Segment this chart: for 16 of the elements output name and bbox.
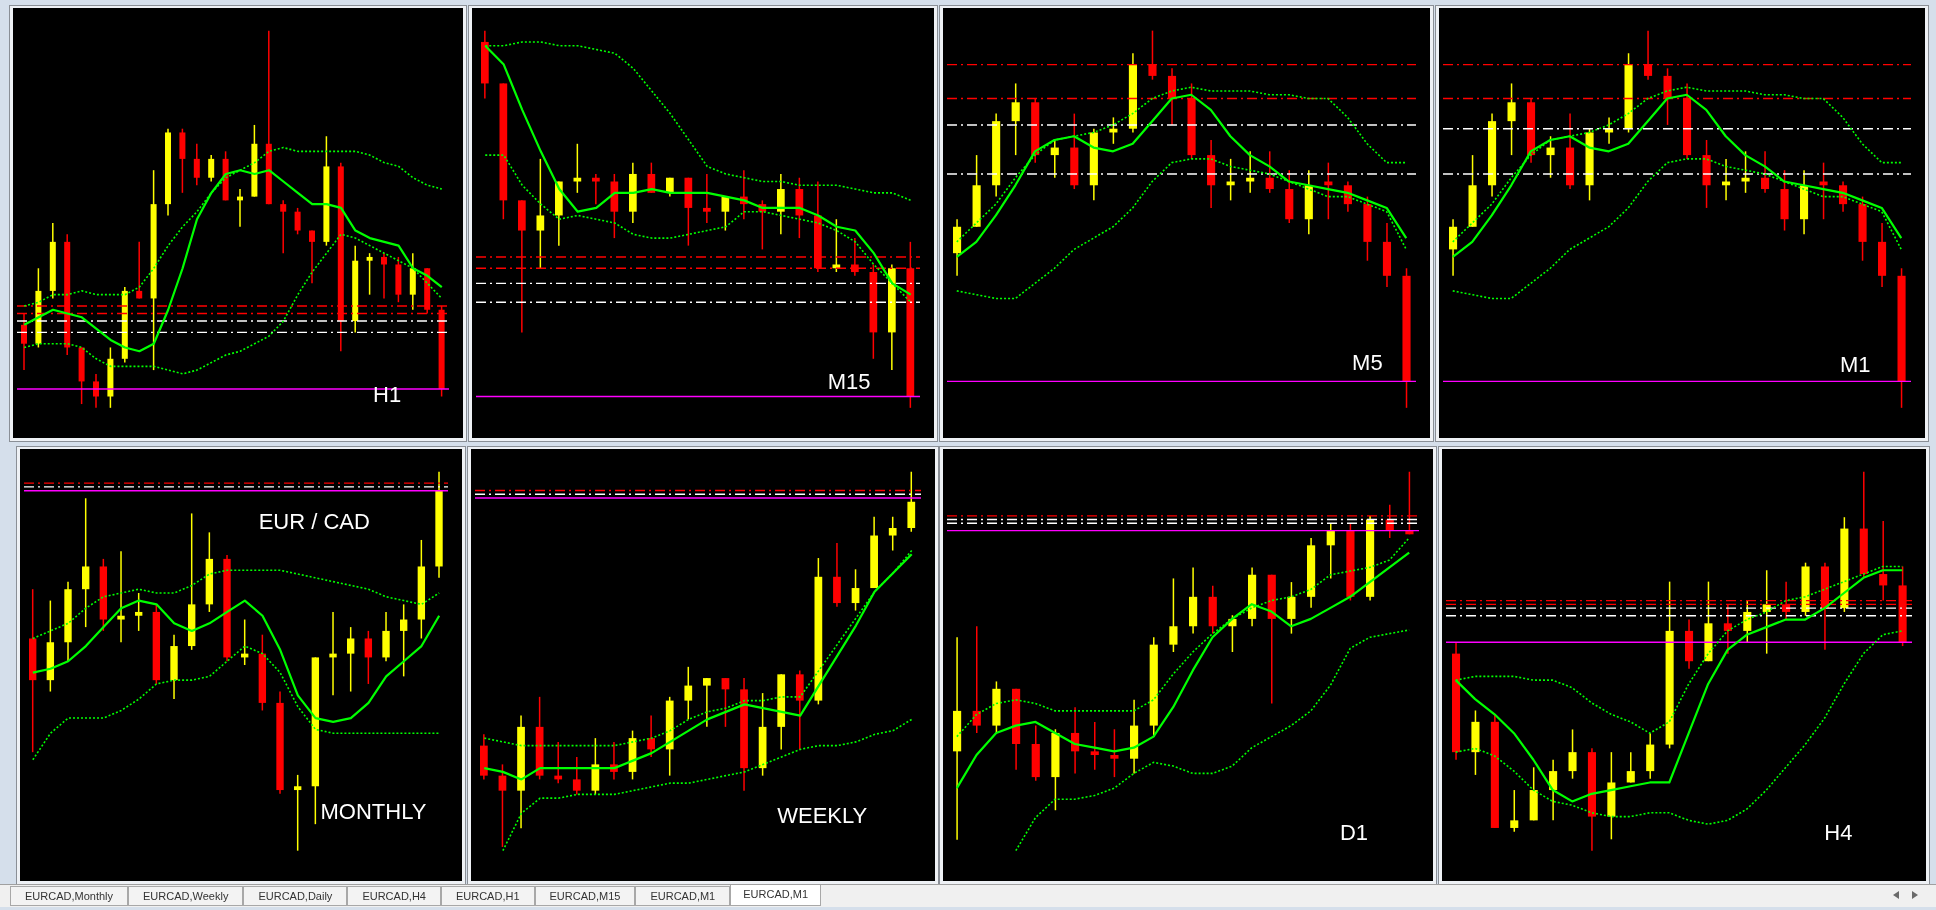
- text: D1: [1339, 820, 1369, 847]
- text: EURCAD,H4: [347, 886, 441, 906]
- text: M5: [1352, 349, 1383, 376]
- text: EURCAD,Daily: [243, 886, 348, 906]
- text: EURCAD,M1: [635, 886, 731, 906]
- text: MONTHLY: [320, 798, 427, 825]
- text: EURCAD,H1: [440, 886, 535, 906]
- text: WEEKLY: [777, 803, 868, 830]
- text: M15: [827, 369, 871, 396]
- text: H4: [1824, 820, 1853, 847]
- text: EURCAD,Weekly: [128, 886, 244, 906]
- text: EURCAD,Monthly: [10, 886, 129, 906]
- text: H1: [373, 382, 402, 408]
- text: M1: [1839, 351, 1871, 378]
- text: EURCAD,M15: [534, 886, 636, 906]
- annotation: EUR / CAD: [258, 509, 370, 536]
